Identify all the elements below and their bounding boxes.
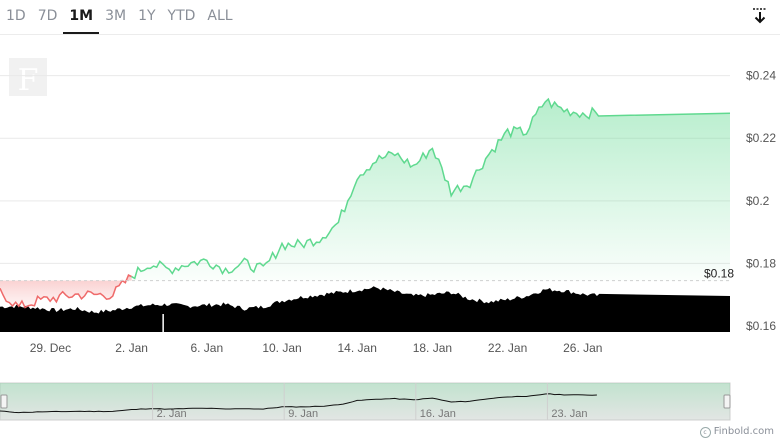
tab-7d[interactable]: 7D (37, 8, 58, 24)
finbold-credit: c Finbold.com (699, 426, 774, 438)
x-tick-label: 2. Jan (115, 341, 148, 355)
copyright-icon: c (699, 427, 711, 438)
navigator-line (0, 393, 597, 414)
x-tick-label: 18. Jan (413, 341, 452, 355)
x-tick-label: 10. Jan (262, 341, 301, 355)
price-area-down (0, 275, 132, 308)
navigator-fill (0, 383, 730, 420)
header-divider (0, 34, 780, 35)
y-tick-label: $0.22 (746, 131, 776, 145)
finbold-logo: F (9, 58, 47, 98)
x-tick-label: 6. Jan (190, 341, 223, 355)
tab-3m[interactable]: 3M (105, 8, 127, 24)
x-tick-label: 29. Dec (30, 341, 71, 355)
reference-label: $0.18 (704, 267, 734, 281)
logo-letter: F (18, 63, 39, 98)
navigator-tick-label: 23. Jan (551, 408, 587, 420)
price-line-down (0, 274, 132, 309)
price-line-up (131, 97, 731, 280)
x-tick-label: 14. Jan (338, 341, 377, 355)
navigator-tick-label: 9. Jan (288, 408, 318, 420)
tab-1y[interactable]: 1Y (138, 8, 156, 24)
download-icon[interactable] (750, 6, 770, 26)
credit-text: Finbold.com (713, 426, 774, 437)
navigator-handle-left[interactable] (0, 394, 8, 409)
tab-1m[interactable]: 1M (63, 0, 100, 34)
range-navigator[interactable]: 2. Jan 9. Jan 16. Jan 23. Jan (0, 382, 731, 421)
tab-1d[interactable]: 1D (6, 8, 26, 24)
navigator-handle-right[interactable] (723, 394, 731, 409)
y-tick-label: $0.18 (746, 256, 776, 270)
navigator-tick-label: 2. Jan (157, 408, 187, 420)
volume-gap (162, 314, 164, 332)
volume-area (0, 286, 730, 332)
y-tick-label: $0.2 (746, 194, 770, 208)
price-area-up (131, 99, 731, 281)
y-tick-label: $0.16 (746, 319, 776, 333)
tab-ytd[interactable]: YTD (167, 8, 196, 24)
tab-all[interactable]: ALL (207, 8, 233, 24)
x-tick-label: 26. Jan (563, 341, 602, 355)
x-tick-label: 22. Jan (488, 341, 527, 355)
navigator-tick-label: 16. Jan (420, 408, 456, 420)
timeframe-tabs: 1D 7D 1M 3M 1Y YTD ALL (0, 0, 239, 34)
y-tick-label: $0.24 (746, 69, 776, 83)
